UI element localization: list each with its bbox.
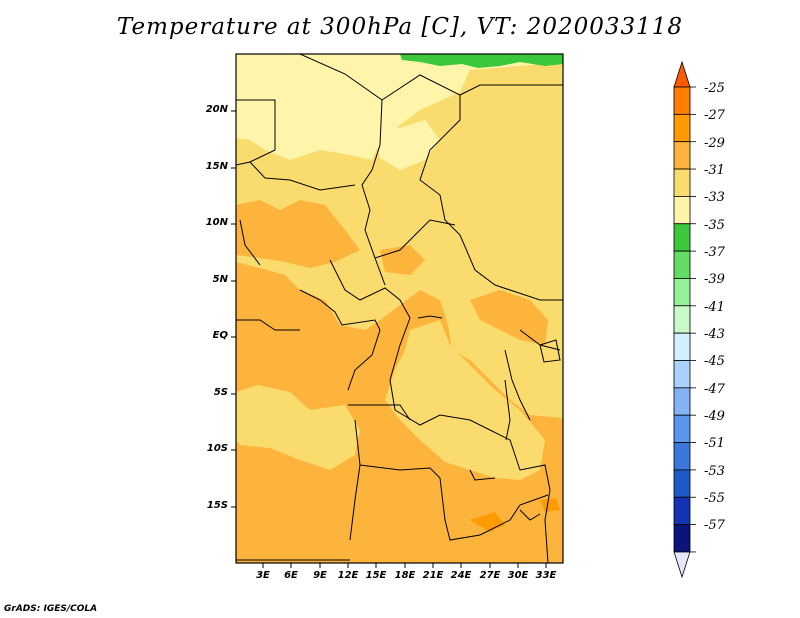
colorbar-label: -25 (704, 81, 725, 96)
colorbar-swatch (673, 332, 691, 361)
colorbar-label: -29 (704, 136, 725, 151)
grads-credit: GrADS: IGES/COLA (4, 604, 98, 614)
lon-label-24e: 24E (450, 570, 472, 581)
field-green-north (400, 54, 563, 68)
field-pale-patch (370, 120, 440, 170)
colorbar-label: -43 (704, 327, 725, 342)
lon-label-3e: 3E (256, 570, 270, 581)
colorbar-label: -57 (704, 518, 725, 533)
colorbar-label: -51 (704, 436, 725, 451)
lon-ticks (262, 563, 547, 568)
colorbar-swatch (673, 524, 691, 553)
lat-ticks (231, 110, 236, 508)
colorbar-top-arrow (673, 60, 691, 88)
field-pale-north (236, 54, 563, 160)
colorbar-label: -37 (704, 245, 725, 260)
colorbar-label: -53 (704, 464, 725, 479)
lon-label-12e: 12E (337, 570, 359, 581)
colorbar-bottom-arrow (673, 551, 691, 579)
colorbar-label: -41 (704, 300, 725, 315)
colorbar-swatch (673, 223, 691, 252)
lat-label-15s: 15S (206, 500, 228, 511)
lon-label-33e: 33E (535, 570, 557, 581)
colorbar-swatch (673, 469, 691, 498)
lon-label-9e: 9E (313, 570, 327, 581)
lat-label-5n: 5N (212, 274, 228, 285)
plot-frame (235, 53, 564, 564)
colorbar-swatch (673, 250, 691, 279)
colorbar-label: -39 (704, 272, 725, 287)
field-accent-2 (540, 498, 560, 512)
colorbar-swatch (673, 141, 691, 170)
colorbar-label: -27 (704, 108, 725, 123)
colorbar-label: -35 (704, 218, 725, 233)
colorbar-swatch (673, 496, 691, 526)
colorbar-swatch (673, 86, 691, 115)
lon-label-6e: 6E (284, 570, 298, 581)
colorbar-swatch (673, 387, 691, 416)
lat-label-eq: EQ (212, 330, 228, 341)
lake-outlines (417, 315, 561, 521)
field-light-west (236, 385, 360, 470)
colorbar-label: -45 (704, 354, 725, 369)
colorbar-swatch (673, 195, 691, 225)
colorbar-label: -33 (704, 190, 725, 205)
lon-label-30e: 30E (507, 570, 529, 581)
colorbar-label: -47 (704, 382, 725, 397)
colorbar-swatch (673, 305, 691, 334)
lon-label-18e: 18E (394, 570, 416, 581)
temperature-field (236, 54, 563, 563)
colorbar-swatch (673, 442, 691, 471)
colorbar-swatch (673, 113, 691, 143)
lat-label-20n: 20N (205, 104, 228, 115)
colorbar-swatch (673, 414, 691, 443)
lat-label-10s: 10S (206, 443, 228, 454)
lon-label-27e: 27E (479, 570, 501, 581)
colorbar-swatch (673, 168, 691, 197)
lat-label-10n: 10N (205, 217, 228, 228)
country-borders (236, 54, 563, 563)
lat-label-5s: 5S (213, 387, 228, 398)
colorbar-label: -55 (704, 491, 725, 506)
colorbar-label: -31 (704, 163, 725, 178)
lat-label-15n: 15N (205, 161, 228, 172)
colorbar-swatch (673, 360, 691, 389)
lon-label-21e: 21E (422, 570, 444, 581)
field-dark-westafrica (236, 200, 360, 268)
lon-label-15e: 15E (365, 570, 387, 581)
field-dark-east (470, 290, 548, 345)
colorbar-label: -49 (704, 409, 725, 424)
colorbar (673, 60, 696, 579)
field-light-congo (385, 320, 545, 480)
map-title: Temperature at 300hPa [C], VT: 202003311… (116, 14, 684, 40)
colorbar-swatch (673, 278, 691, 307)
